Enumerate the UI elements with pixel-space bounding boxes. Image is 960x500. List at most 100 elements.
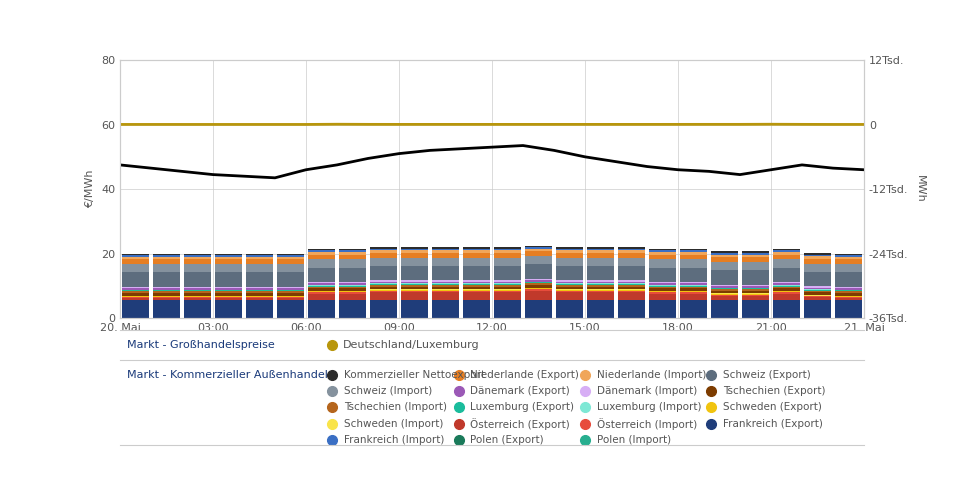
Bar bbox=[711, 289, 737, 291]
Bar bbox=[464, 290, 490, 291]
Bar bbox=[494, 284, 520, 285]
Bar bbox=[215, 260, 242, 264]
Bar bbox=[277, 297, 303, 298]
Bar bbox=[681, 288, 707, 291]
Bar bbox=[401, 247, 427, 249]
Bar bbox=[588, 292, 613, 300]
Bar bbox=[247, 264, 273, 272]
Bar bbox=[525, 280, 552, 282]
Bar bbox=[401, 258, 427, 266]
Bar bbox=[525, 279, 552, 280]
Bar bbox=[835, 290, 862, 292]
Bar bbox=[339, 292, 366, 294]
Bar bbox=[464, 282, 490, 284]
Bar bbox=[711, 286, 737, 288]
Bar bbox=[339, 282, 366, 284]
Bar bbox=[277, 264, 303, 272]
Bar bbox=[774, 268, 800, 282]
Bar bbox=[247, 288, 273, 290]
Bar bbox=[742, 253, 769, 254]
Bar bbox=[184, 260, 210, 264]
Bar bbox=[215, 290, 242, 292]
Bar bbox=[774, 250, 800, 252]
Bar bbox=[154, 254, 180, 256]
Bar bbox=[464, 253, 490, 258]
Bar bbox=[277, 290, 303, 292]
Bar bbox=[184, 298, 210, 300]
Bar bbox=[308, 300, 335, 318]
Bar bbox=[277, 292, 303, 293]
Bar bbox=[804, 292, 830, 295]
Bar bbox=[649, 252, 676, 254]
Bar bbox=[774, 294, 800, 300]
Bar bbox=[247, 293, 273, 296]
Bar bbox=[525, 264, 552, 279]
Bar bbox=[308, 249, 335, 250]
Bar bbox=[432, 280, 459, 282]
Bar bbox=[308, 252, 335, 254]
Bar bbox=[215, 292, 242, 293]
Text: Österreich (Import): Österreich (Import) bbox=[597, 418, 697, 430]
Bar bbox=[618, 290, 645, 291]
Bar bbox=[711, 294, 737, 296]
Bar bbox=[339, 249, 366, 250]
Bar bbox=[835, 298, 862, 300]
Bar bbox=[588, 247, 613, 249]
Bar bbox=[649, 291, 676, 292]
Bar bbox=[401, 292, 427, 300]
Bar bbox=[557, 292, 583, 300]
Bar bbox=[308, 282, 335, 284]
Bar bbox=[742, 286, 769, 288]
Text: Schweiz (Import): Schweiz (Import) bbox=[344, 386, 432, 396]
Bar bbox=[681, 285, 707, 286]
Bar bbox=[835, 293, 862, 296]
Bar bbox=[618, 289, 645, 290]
Bar bbox=[371, 289, 396, 290]
Bar bbox=[835, 296, 862, 297]
Bar bbox=[122, 260, 149, 264]
Bar bbox=[742, 288, 769, 289]
Bar bbox=[742, 252, 769, 253]
Bar bbox=[742, 289, 769, 291]
Bar bbox=[681, 249, 707, 250]
Bar bbox=[371, 300, 396, 318]
Bar bbox=[681, 284, 707, 285]
Bar bbox=[804, 291, 830, 292]
Bar bbox=[339, 288, 366, 291]
Bar bbox=[649, 268, 676, 282]
Bar bbox=[711, 296, 737, 300]
Bar bbox=[432, 247, 459, 249]
Bar bbox=[432, 284, 459, 285]
Bar bbox=[557, 247, 583, 249]
Bar bbox=[525, 285, 552, 288]
Bar bbox=[464, 300, 490, 318]
Bar bbox=[401, 285, 427, 286]
Text: Polen (Export): Polen (Export) bbox=[470, 436, 544, 446]
Bar bbox=[774, 285, 800, 286]
Bar bbox=[804, 289, 830, 290]
Bar bbox=[711, 270, 737, 284]
Bar bbox=[339, 284, 366, 285]
Bar bbox=[742, 291, 769, 294]
Bar bbox=[774, 286, 800, 288]
Bar bbox=[711, 252, 737, 253]
Bar bbox=[277, 293, 303, 296]
Bar bbox=[804, 295, 830, 296]
Bar bbox=[184, 300, 210, 318]
Bar bbox=[154, 257, 180, 260]
Bar bbox=[401, 300, 427, 318]
Bar bbox=[525, 282, 552, 284]
Bar bbox=[184, 272, 210, 287]
Bar bbox=[308, 254, 335, 260]
Bar bbox=[122, 256, 149, 257]
Bar bbox=[804, 259, 830, 264]
Bar bbox=[494, 258, 520, 266]
Bar bbox=[247, 296, 273, 297]
Bar bbox=[371, 253, 396, 258]
Bar bbox=[432, 290, 459, 291]
Bar bbox=[339, 300, 366, 318]
Bar bbox=[804, 256, 830, 259]
Bar bbox=[557, 284, 583, 285]
Bar bbox=[339, 260, 366, 268]
Bar bbox=[401, 266, 427, 280]
